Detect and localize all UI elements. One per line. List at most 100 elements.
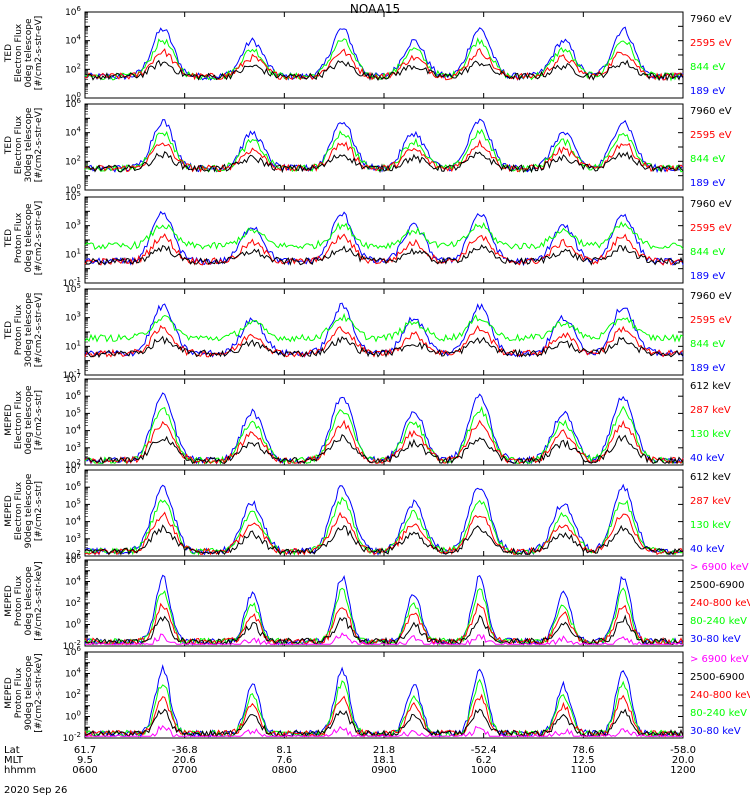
y-tick-label: 102 <box>65 688 81 701</box>
panel-frame <box>84 103 684 191</box>
x-tick-label-lat: 78.6 <box>572 745 595 756</box>
y-axis-label-line: 0deg telescope <box>24 203 34 273</box>
y-tick-label: 102 <box>65 62 81 75</box>
legend-entry: 7960 eV <box>690 291 732 302</box>
x-tick-label-hhmm: 0900 <box>371 765 397 776</box>
y-axis-label-line: 0deg telescope <box>24 566 34 636</box>
series-line-green <box>84 221 684 251</box>
legend-entry: > 6900 keV <box>690 654 749 665</box>
date-label: 2020 Sep 26 <box>4 785 68 796</box>
panel-frame <box>84 469 684 557</box>
y-axis-label-line: MEPED <box>4 677 14 709</box>
legend-entry: 2595 eV <box>690 130 732 141</box>
y-tick-label: 106 <box>65 389 81 402</box>
legend-entry: 612 keV <box>690 381 731 392</box>
y-tick-label: 105 <box>65 406 81 419</box>
y-axis-label-line: 0deg telescope <box>24 18 34 88</box>
legend-entry: 189 eV <box>690 178 726 189</box>
series-line-black <box>84 434 684 465</box>
series-line-magenta <box>85 632 683 646</box>
y-axis-label-line: [#/cm2-s-str-eV] <box>34 107 44 183</box>
y-axis-label: TED Proton Flux 30deg telescope [#/cm2-s-st… <box>4 287 44 373</box>
y-axis-label: TED Proton Flux 0deg telescope [#/cm2-s-str… <box>4 195 44 281</box>
legend-entry: 130 keV <box>690 429 731 440</box>
legend-entry: 40 keV <box>690 544 725 555</box>
legend-entry: 7960 eV <box>690 199 732 210</box>
x-tick-label-mlt: 9.5 <box>77 755 93 766</box>
y-tick-label: 103 <box>65 441 81 454</box>
x-tick-label-lat: -36.8 <box>171 745 198 756</box>
y-axis-label-line: [#/cm2-s-str] <box>34 389 44 451</box>
y-axis-label-line: TED <box>4 320 14 340</box>
y-axis-label-line: 90deg telescope <box>24 473 34 549</box>
y-axis-label-line: TED <box>4 135 14 155</box>
y-axis-label: MEPED Electron Flux 90deg telescope [#/cm2-… <box>4 468 44 554</box>
y-tick-label: 103 <box>65 532 81 545</box>
legend-entry: 30-80 keV <box>690 726 741 737</box>
legend-entry: 2595 eV <box>690 315 732 326</box>
row-label: MLT <box>4 755 23 766</box>
y-tick-label: 105 <box>65 497 81 510</box>
x-tick-label-mlt: 20.0 <box>671 755 695 766</box>
y-tick-label: 102 <box>65 154 81 167</box>
x-tick-label-hhmm: 0700 <box>171 765 198 776</box>
legend-entry: 2595 eV <box>690 38 732 49</box>
y-axis-label-line: Electron Flux <box>14 481 24 541</box>
legend-entry: 189 eV <box>690 363 726 374</box>
legend-entry: 240-800 keV <box>690 690 750 701</box>
legend-entry: 7960 eV <box>690 14 732 25</box>
y-axis-label-line: 30deg telescope <box>24 107 34 183</box>
chart-title: NOAA15 <box>349 2 401 16</box>
y-axis-label: MEPED Proton Flux 90deg telescope [#/cm2-s-… <box>4 650 44 736</box>
series-line-green <box>84 312 684 343</box>
y-axis-label: MEPED Proton Flux 0deg telescope [#/cm2-s-s… <box>4 558 44 644</box>
y-axis-label-line: MEPED <box>4 404 14 436</box>
legend-entry: 287 keV <box>690 496 731 507</box>
x-tick-label-hhmm: 1000 <box>470 765 497 776</box>
series-line-green <box>84 587 684 646</box>
y-axis-label-line: [#/cm2-s-str] <box>34 480 44 542</box>
y-axis-label: MEPED Electron Flux 0deg telescope [#/cm2-s… <box>4 377 44 463</box>
y-tick-label: 100 <box>65 618 81 631</box>
series-line-blue <box>84 483 684 556</box>
legend-entry: 40 keV <box>690 453 725 464</box>
y-axis-label-line: [#/cm2-s-str-keV] <box>34 653 44 733</box>
legend-entry: 189 eV <box>690 86 726 97</box>
y-tick-label: 10-2 <box>63 731 81 744</box>
row-label: Lat <box>4 745 20 756</box>
x-tick-label-hhmm: 1100 <box>570 765 597 776</box>
y-axis-label-line: [#/cm2-s-str-keV] <box>34 561 44 641</box>
panel-frame <box>84 651 684 739</box>
y-axis-label-line: Electron Flux <box>14 115 24 175</box>
y-axis-label: TED Electron Flux 30deg telescope [#/cm2-s-… <box>4 102 44 188</box>
series-line-black <box>84 614 684 646</box>
y-axis-label-line: MEPED <box>4 495 14 527</box>
legend-entry: 30-80 keV <box>690 634 741 645</box>
y-tick-label: 103 <box>65 219 81 232</box>
x-tick-label-lat: 8.1 <box>276 745 293 756</box>
series-line-blue <box>84 392 684 465</box>
series-line-black <box>84 708 684 738</box>
x-tick-label-mlt: 18.1 <box>372 755 396 766</box>
panel-frame <box>84 196 684 284</box>
y-axis-label-line: Proton Flux <box>14 667 24 719</box>
x-tick-label-hhmm: 1200 <box>670 765 696 776</box>
series-line-red <box>84 47 684 81</box>
series-line-blue <box>84 574 684 646</box>
legend-entry: 189 eV <box>690 271 726 282</box>
y-tick-label: 104 <box>65 126 81 139</box>
x-tick-label-lat: -58.0 <box>670 745 696 756</box>
x-tick-label-mlt: 6.2 <box>475 755 492 766</box>
legend-entry: 80-240 keV <box>690 708 748 719</box>
y-axis-label-line: MEPED <box>4 585 14 617</box>
legend-entry: 844 eV <box>690 154 726 165</box>
series-line-blue <box>84 210 684 267</box>
x-tick-label-mlt: 12.5 <box>572 755 595 766</box>
series-line-black <box>84 335 684 358</box>
series-line-red <box>84 693 684 738</box>
